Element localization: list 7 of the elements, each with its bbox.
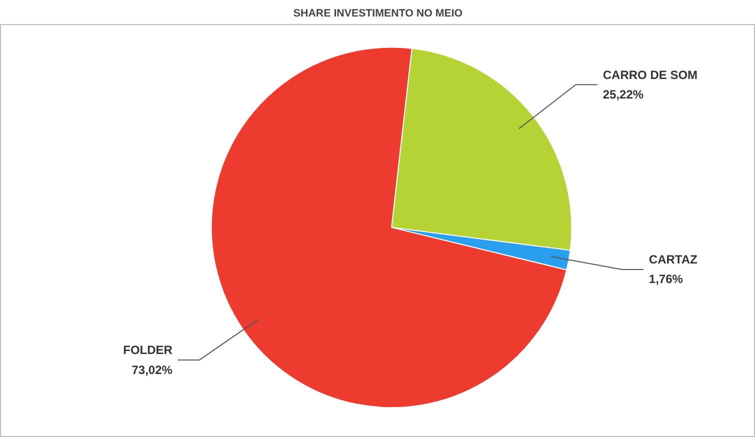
slice-label: CARRO DE SOM [602, 68, 698, 82]
slice-label: CARTAZ [648, 252, 698, 267]
slice-label: FOLDER [123, 343, 173, 358]
data-label: 1,76% [648, 272, 684, 286]
data-label: 25,22% [602, 87, 644, 102]
data-label: 73,02% [132, 362, 173, 377]
chart-title: SHARE INVESTIMENTO NO MEIO [293, 8, 463, 20]
